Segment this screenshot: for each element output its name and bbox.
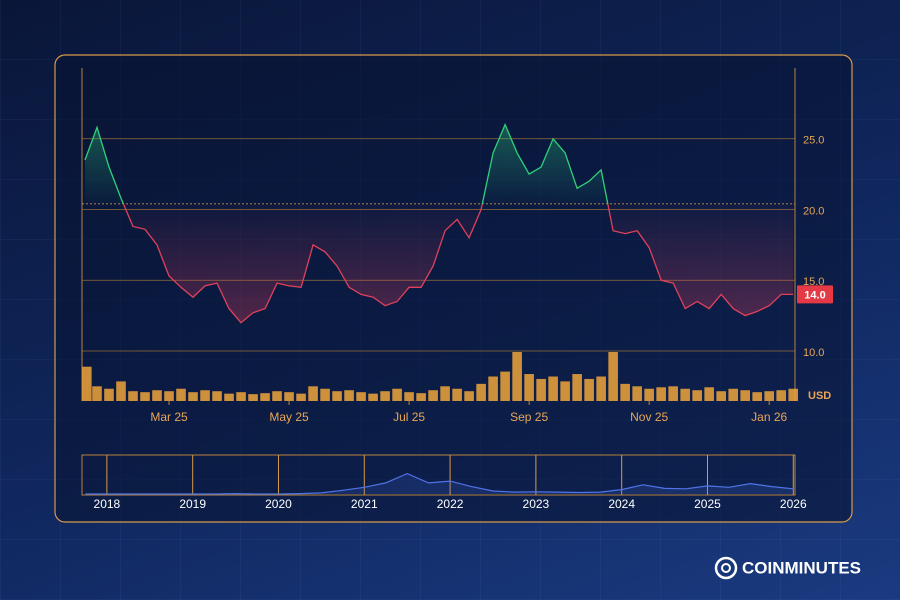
frame — [54, 54, 853, 523]
volume-bar — [308, 386, 318, 401]
x-tick-label: Sep 25 — [510, 410, 548, 424]
volume-bar — [632, 386, 642, 401]
volume-bar — [356, 392, 366, 401]
navigator-area — [85, 473, 794, 494]
volume-bar — [668, 386, 678, 401]
year-label: 2023 — [523, 497, 550, 511]
volume-bar — [224, 393, 234, 401]
volume-bar — [176, 388, 186, 401]
volume-bar — [380, 391, 390, 401]
price-area — [85, 124, 794, 323]
volume-bar — [82, 366, 92, 401]
y-tick-label: 10.0 — [803, 347, 824, 359]
volume-bar — [608, 352, 618, 401]
volume-bar — [164, 391, 174, 401]
x-tick-label: Mar 25 — [150, 410, 188, 424]
volume-bar — [488, 376, 498, 401]
y-tick-label: 20.0 — [803, 205, 824, 217]
navigator-box — [81, 454, 796, 496]
year-label: 2022 — [437, 497, 464, 511]
y-tick-label: 25.0 — [803, 135, 824, 147]
volume-bar — [524, 374, 534, 401]
volume-bar — [152, 390, 162, 401]
volume-bar — [764, 391, 774, 401]
logo-ring — [714, 556, 738, 580]
volume-bar — [428, 390, 438, 401]
volume-bar — [572, 374, 582, 401]
year-label: 2019 — [179, 497, 206, 511]
volume-bar — [728, 388, 738, 401]
volume-bar — [440, 386, 450, 401]
volume-bar — [92, 386, 102, 401]
volume-bar — [260, 393, 270, 401]
volume-bar — [140, 392, 150, 401]
volume-bar — [644, 388, 654, 401]
volume-bar — [452, 388, 462, 401]
volume-bar — [692, 390, 702, 401]
volume-bar — [596, 376, 606, 401]
volume-bar — [500, 371, 510, 401]
volume-bar — [320, 388, 330, 401]
volume-bar — [188, 392, 198, 401]
navigator-line — [85, 472, 794, 495]
volume-bar — [620, 383, 630, 401]
year-label: 2020 — [265, 497, 292, 511]
year-label: 2021 — [351, 497, 378, 511]
volume-bar — [332, 391, 342, 401]
volume-bar — [776, 390, 786, 401]
volume-bar — [212, 391, 222, 401]
volume-bar — [368, 393, 378, 401]
volume-bar — [128, 391, 138, 401]
volume-bar — [788, 388, 799, 401]
volume-bar — [716, 391, 726, 401]
volume-bar — [284, 392, 294, 401]
volume-bar — [548, 376, 558, 401]
brand-logo: COINMINUTES — [714, 556, 861, 580]
volume-bar — [248, 394, 258, 401]
x-tick-label: Jan 26 — [751, 410, 787, 424]
volume-bar — [404, 392, 414, 401]
year-label: 2018 — [94, 497, 121, 511]
volume-bar — [272, 391, 282, 401]
x-tick-label: Nov 25 — [630, 410, 668, 424]
last-value-label: 14.0 — [804, 289, 825, 301]
volume-bar — [236, 392, 246, 401]
volume-bar — [536, 378, 546, 401]
volume-bar — [584, 378, 594, 401]
volume-bar — [104, 388, 114, 401]
volume-bar — [476, 383, 486, 401]
volume-bar — [752, 392, 762, 401]
year-label: 2025 — [694, 497, 721, 511]
x-tick-label: May 25 — [269, 410, 309, 424]
y-tick-label: 15.0 — [803, 276, 824, 288]
volume-bar — [560, 381, 570, 401]
volume-bar — [416, 393, 426, 401]
volume-bar — [740, 390, 750, 401]
volume-bar — [296, 393, 306, 401]
logo-core — [721, 563, 731, 573]
x-tick-label: Jul 25 — [393, 410, 425, 424]
last-value-box — [797, 285, 833, 304]
price-line — [84, 122, 794, 324]
volume-bar — [464, 391, 474, 401]
volume-bar — [116, 381, 126, 401]
year-label: 2024 — [608, 497, 635, 511]
y-axis-label: USD — [808, 390, 831, 402]
volume-bar — [512, 352, 522, 401]
volume-bar — [392, 388, 402, 401]
volume-bar — [680, 388, 690, 401]
volume-bar — [704, 387, 714, 401]
volume-bar — [344, 390, 354, 401]
volume-bar — [200, 390, 210, 401]
volume-bar — [656, 387, 666, 401]
year-label: 2026 — [780, 497, 807, 511]
brand-name: COINMINUTES — [742, 558, 861, 577]
